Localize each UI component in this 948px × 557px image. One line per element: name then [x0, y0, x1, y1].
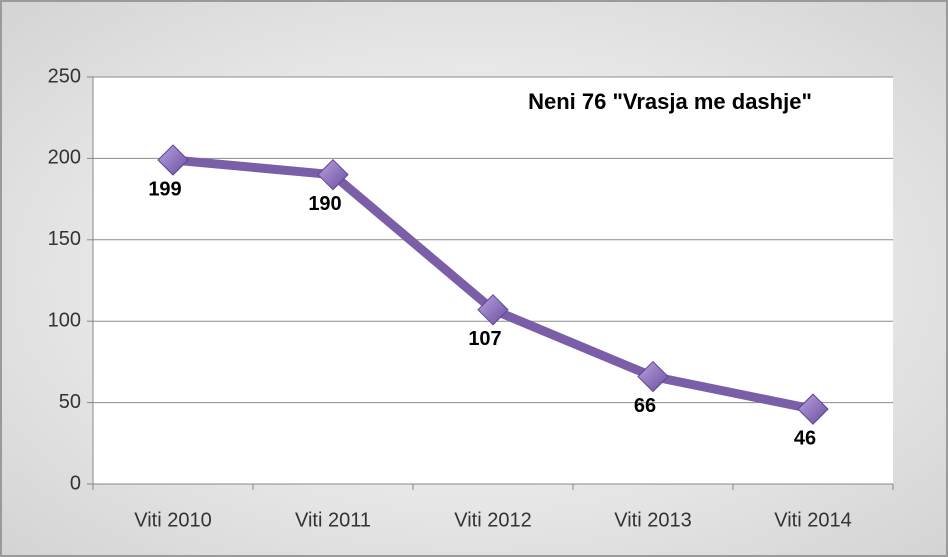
- x-tick-label: Viti 2013: [614, 509, 691, 531]
- marker: [317, 158, 349, 191]
- marker: [157, 144, 189, 176]
- data-label: 107: [468, 328, 501, 350]
- data-label: 66: [634, 395, 656, 417]
- marker: [477, 294, 509, 326]
- y-tick-label: 200: [48, 147, 81, 169]
- y-tick-label: 50: [59, 391, 81, 413]
- y-tick-label: 150: [48, 228, 81, 250]
- data-label: 190: [308, 193, 341, 215]
- marker: [797, 393, 829, 425]
- data-label: 46: [794, 427, 816, 449]
- x-tick-label: Viti 2010: [134, 509, 211, 531]
- marker: [637, 360, 669, 393]
- y-tick-label: 100: [48, 309, 81, 331]
- y-tick-label: 250: [48, 65, 81, 87]
- chart-title: Neni 76 "Vrasja me dashje": [528, 89, 812, 114]
- x-tick-label: Viti 2011: [295, 509, 371, 531]
- x-tick-label: Viti 2012: [454, 509, 531, 531]
- y-tick-label: 0: [70, 472, 81, 494]
- data-label: 199: [148, 178, 181, 200]
- x-tick-label: Viti 2014: [774, 509, 851, 531]
- plot-area: [93, 77, 893, 484]
